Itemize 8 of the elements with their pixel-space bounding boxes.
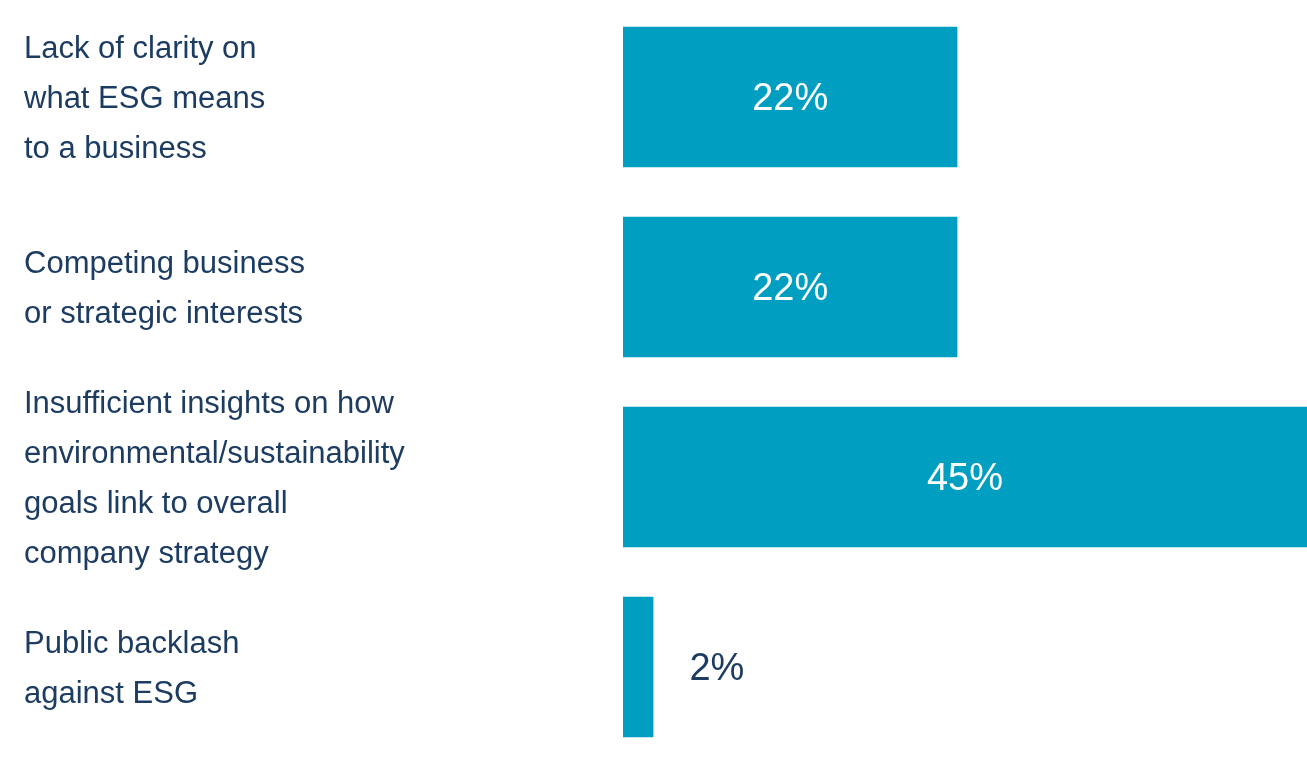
y-tick-label: Public backlash against ESG — [24, 624, 240, 710]
y-tick-label: Competing business or strategic interests — [24, 244, 305, 330]
y-tick-label: Insufficient insights on how environmental/sustainability goals link to overall company strategy — [24, 384, 406, 570]
data-label: 22% — [752, 266, 829, 308]
data-label: 45% — [926, 456, 1004, 498]
data-label: 22% — [752, 76, 829, 118]
y-tick-label: Lack of clarity on what ESG means to a business — [23, 29, 266, 165]
data-label: 2% — [689, 646, 745, 688]
